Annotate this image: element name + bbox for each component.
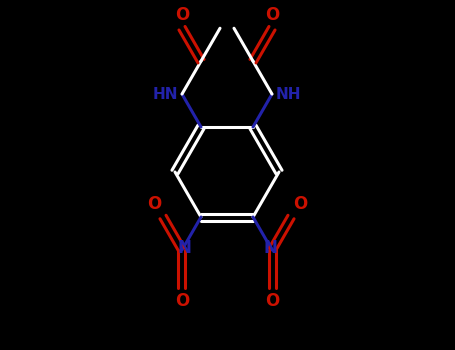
Text: O: O xyxy=(175,6,189,24)
Text: HN: HN xyxy=(152,86,178,102)
Text: O: O xyxy=(293,195,307,213)
Text: NH: NH xyxy=(276,86,302,102)
Text: N: N xyxy=(263,239,277,257)
Text: N: N xyxy=(177,239,191,257)
Text: O: O xyxy=(147,195,161,213)
Text: O: O xyxy=(265,6,279,24)
Text: O: O xyxy=(265,292,279,310)
Text: O: O xyxy=(175,292,189,310)
